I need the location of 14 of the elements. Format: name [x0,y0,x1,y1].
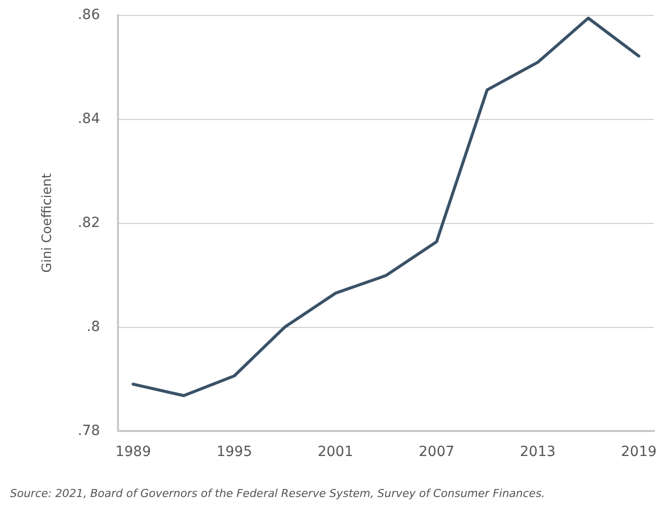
x-tick-label: 1995 [216,444,252,460]
source-note: Source: 2021, Board of Governors of the Federal Reserve System, Survey of Consumer Finances. [10,487,545,500]
y-tick-label: .86 [78,7,100,23]
y-tick-label: .82 [78,215,100,231]
x-tick-label: 1989 [115,444,151,460]
line-series [132,16,640,398]
x-tick-label: 2013 [520,444,556,460]
y-tick-label: .8 [86,319,100,335]
x-tick-label: 2001 [318,444,354,460]
y-axis-title: Gini Coefficient [40,173,55,273]
x-tick-label: 2007 [418,444,454,460]
x-tick-label: 2019 [621,444,657,460]
y-tick-label: .84 [78,111,100,127]
y-tick-label: .78 [78,423,100,439]
